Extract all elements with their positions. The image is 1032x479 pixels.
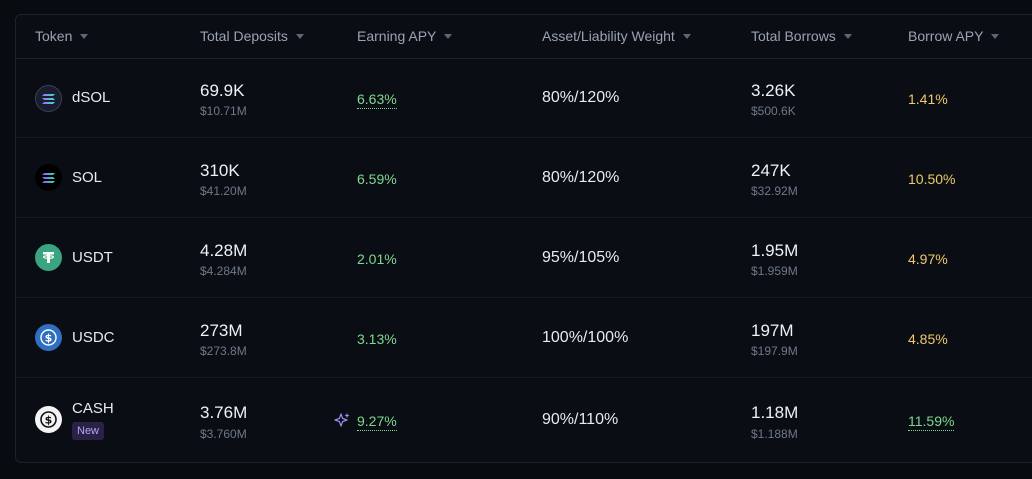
total-deposits-usd: $10.71M bbox=[200, 104, 247, 118]
asset-liability-weight: 80%/120% bbox=[542, 89, 620, 106]
cash-icon: $ bbox=[35, 406, 62, 433]
earning-apy-value: 6.59% bbox=[357, 171, 397, 187]
earning-apy-value[interactable]: 6.63% bbox=[357, 91, 397, 109]
table-row[interactable]: SOL 310K $41.20M 6.59% 80%/120% 247K $32… bbox=[16, 138, 1032, 218]
sort-caret-icon bbox=[991, 34, 1000, 39]
column-header-earning-apy[interactable]: Earning APY bbox=[357, 28, 453, 44]
token-symbol: USDC bbox=[72, 329, 115, 346]
token-symbol: CASH bbox=[72, 400, 114, 417]
column-header-total-borrows[interactable]: Total Borrows bbox=[751, 28, 852, 44]
earning-apy-value[interactable]: 9.27% bbox=[357, 413, 397, 431]
borrow-apy-value[interactable]: 11.59% bbox=[908, 413, 955, 431]
total-deposits-usd: $41.20M bbox=[200, 184, 247, 198]
total-borrows-usd: $1.188M bbox=[751, 427, 798, 441]
total-borrows-amount: 1.18M bbox=[751, 403, 799, 422]
sort-caret-icon bbox=[843, 34, 852, 39]
token-symbol: SOL bbox=[72, 169, 103, 186]
usdc-icon: $ bbox=[35, 324, 62, 351]
total-borrows-usd: $1.959M bbox=[751, 264, 798, 278]
svg-text:$: $ bbox=[45, 414, 53, 427]
dsol-icon bbox=[35, 85, 62, 112]
column-header-weight[interactable]: Asset/Liability Weight bbox=[542, 28, 691, 44]
asset-liability-weight: 95%/105% bbox=[542, 249, 620, 266]
total-borrows-amount: 247K bbox=[751, 161, 791, 180]
column-header-total-deposits[interactable]: Total Deposits bbox=[200, 28, 304, 44]
asset-liability-weight: 90%/110% bbox=[542, 411, 619, 428]
column-header-label: Borrow APY bbox=[908, 28, 984, 44]
total-deposits-usd: $273.8M bbox=[200, 344, 247, 358]
table-header: Token Total Deposits Earning APY Asset/L… bbox=[16, 15, 1032, 59]
total-borrows-amount: 197M bbox=[751, 321, 794, 340]
total-deposits-usd: $3.760M bbox=[200, 427, 247, 441]
borrow-apy-value: 4.85% bbox=[908, 331, 948, 347]
asset-liability-weight: 100%/100% bbox=[542, 329, 629, 346]
column-header-borrow-apy[interactable]: Borrow APY bbox=[908, 28, 1000, 44]
sort-caret-icon bbox=[444, 34, 453, 39]
token-symbol: USDT bbox=[72, 249, 113, 266]
column-header-label: Total Borrows bbox=[751, 28, 836, 44]
table-row[interactable]: dSOL 69.9K $10.71M 6.63% 80%/120% 3.26K … bbox=[16, 58, 1032, 138]
total-borrows-usd: $197.9M bbox=[751, 344, 798, 358]
token-table: Token Total Deposits Earning APY Asset/L… bbox=[15, 14, 1032, 463]
column-header-token[interactable]: Token bbox=[35, 28, 89, 44]
sol-icon bbox=[35, 164, 62, 191]
earning-apy-value: 3.13% bbox=[357, 331, 397, 347]
total-borrows-usd: $32.92M bbox=[751, 184, 798, 198]
total-deposits-amount: 273M bbox=[200, 321, 243, 340]
total-borrows-amount: 1.95M bbox=[751, 241, 799, 260]
earning-apy-value: 2.01% bbox=[357, 251, 397, 267]
total-deposits-amount: 310K bbox=[200, 161, 240, 180]
total-deposits-amount: 69.9K bbox=[200, 81, 245, 100]
total-deposits-amount: 4.28M bbox=[200, 241, 248, 260]
table-row[interactable]: $ CASH New 3.76M $3.760M 9.27% 90%/110% … bbox=[16, 378, 1032, 462]
sort-caret-icon bbox=[80, 34, 89, 39]
table-row[interactable]: USDT 4.28M $4.284M 2.01% 95%/105% 1.95M … bbox=[16, 218, 1032, 298]
table-row[interactable]: $ USDC 273M $273.8M 3.13% 100%/100% 197M… bbox=[16, 298, 1032, 378]
asset-liability-weight: 80%/120% bbox=[542, 169, 620, 186]
column-header-label: Asset/Liability Weight bbox=[542, 28, 675, 44]
sparkle-icon bbox=[334, 413, 350, 427]
column-header-label: Earning APY bbox=[357, 28, 437, 44]
total-deposits-amount: 3.76M bbox=[200, 403, 248, 422]
sort-caret-icon bbox=[682, 34, 691, 39]
usdt-icon bbox=[35, 244, 62, 271]
total-borrows-usd: $500.6K bbox=[751, 104, 796, 118]
token-symbol: dSOL bbox=[72, 89, 111, 106]
new-badge: New bbox=[72, 422, 105, 440]
column-header-label: Total Deposits bbox=[200, 28, 288, 44]
borrow-apy-value: 4.97% bbox=[908, 251, 948, 267]
svg-text:$: $ bbox=[45, 332, 53, 345]
total-borrows-amount: 3.26K bbox=[751, 81, 796, 100]
sort-caret-icon bbox=[295, 34, 304, 39]
column-header-label: Token bbox=[35, 28, 73, 44]
borrow-apy-value: 1.41% bbox=[908, 91, 948, 107]
total-deposits-usd: $4.284M bbox=[200, 264, 247, 278]
borrow-apy-value: 10.50% bbox=[908, 171, 956, 187]
